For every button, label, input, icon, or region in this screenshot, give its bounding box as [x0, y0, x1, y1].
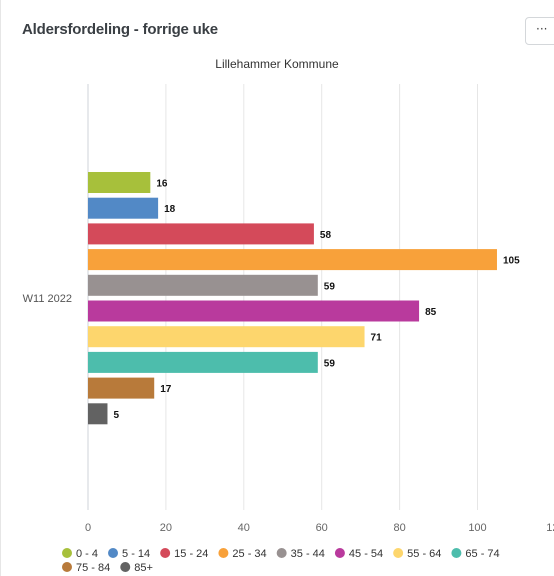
legend-label: 35 - 44 [291, 548, 325, 560]
legend-marker [62, 562, 72, 572]
bar[interactable] [88, 326, 365, 348]
legend-item[interactable]: 75 - 84 [62, 562, 110, 574]
legend-marker [120, 562, 131, 572]
legend-item[interactable]: 25 - 34 [218, 548, 267, 560]
bar[interactable] [88, 351, 318, 373]
legend-item[interactable]: 15 - 24 [160, 548, 208, 560]
legend-item[interactable]: 35 - 44 [276, 548, 325, 560]
data-label: 18 [164, 204, 176, 215]
bar[interactable] [88, 377, 155, 399]
data-label: 71 [371, 333, 383, 344]
legend-label: 0 - 4 [76, 548, 98, 560]
bars [88, 172, 497, 425]
legend-label: 55 - 64 [407, 548, 441, 560]
legend-marker [393, 548, 404, 558]
x-tick-label: 80 [393, 522, 405, 534]
data-label: 59 [324, 281, 336, 292]
legend-label: 15 - 24 [174, 548, 208, 560]
legend-marker [276, 548, 287, 558]
card-title: Aldersfordeling - forrige uke [22, 21, 218, 38]
legend-marker [62, 548, 72, 558]
legend-label: 65 - 74 [465, 548, 499, 560]
gridlines [87, 84, 478, 510]
data-label: 16 [156, 179, 168, 190]
legend-label: 75 - 84 [76, 562, 110, 574]
legend-item[interactable]: 85+ [120, 562, 153, 574]
x-tick-label: 20 [160, 522, 172, 534]
legend-label: 85+ [134, 562, 153, 574]
legend: 0 - 4 5 - 14 15 - 24 25 - 34 35 - 44 45 - 54 5… [62, 548, 500, 574]
legend-item[interactable]: 5 - 14 [108, 548, 150, 560]
legend-label: 25 - 34 [232, 548, 266, 560]
data-label: 58 [320, 230, 332, 241]
chart-subtitle: Lillehammer Kommune [215, 57, 339, 71]
bar[interactable] [88, 223, 314, 245]
x-tick-label: 60 [316, 522, 328, 534]
data-label: 85 [425, 307, 437, 318]
bar[interactable] [88, 274, 318, 296]
legend-item[interactable]: 55 - 64 [393, 548, 441, 560]
legend-marker [160, 548, 171, 558]
data-label: 59 [324, 358, 336, 369]
data-label: 17 [160, 384, 172, 395]
data-label: 105 [503, 256, 520, 267]
more-options-button[interactable]: ··· [525, 17, 554, 45]
legend-item[interactable]: 45 - 54 [334, 548, 383, 560]
data-label: 5 [113, 410, 119, 421]
category-label: W11 2022 [23, 293, 72, 305]
legend-label: 5 - 14 [122, 548, 150, 560]
legend-marker [218, 548, 229, 558]
bar[interactable] [88, 197, 159, 219]
x-tick-label: 100 [468, 522, 486, 534]
bar[interactable] [88, 249, 497, 271]
x-tick-label: 40 [238, 522, 250, 534]
bar[interactable] [88, 172, 151, 193]
legend-item[interactable]: 0 - 4 [62, 548, 98, 560]
axes: 0 20 40 60 80 100 120 W11 2022 [23, 293, 554, 534]
legend-marker [334, 548, 345, 558]
legend-marker [108, 548, 119, 558]
legend-item[interactable]: 65 - 74 [451, 548, 500, 560]
bar[interactable] [88, 403, 108, 425]
x-tick-label: 0 [85, 522, 91, 534]
bar[interactable] [88, 300, 420, 322]
legend-label: 45 - 54 [349, 548, 383, 560]
legend-marker [451, 548, 462, 558]
data-labels: 16 18 58 105 59 85 71 59 17 5 [113, 179, 520, 421]
x-tick-label: 120 [546, 522, 554, 534]
